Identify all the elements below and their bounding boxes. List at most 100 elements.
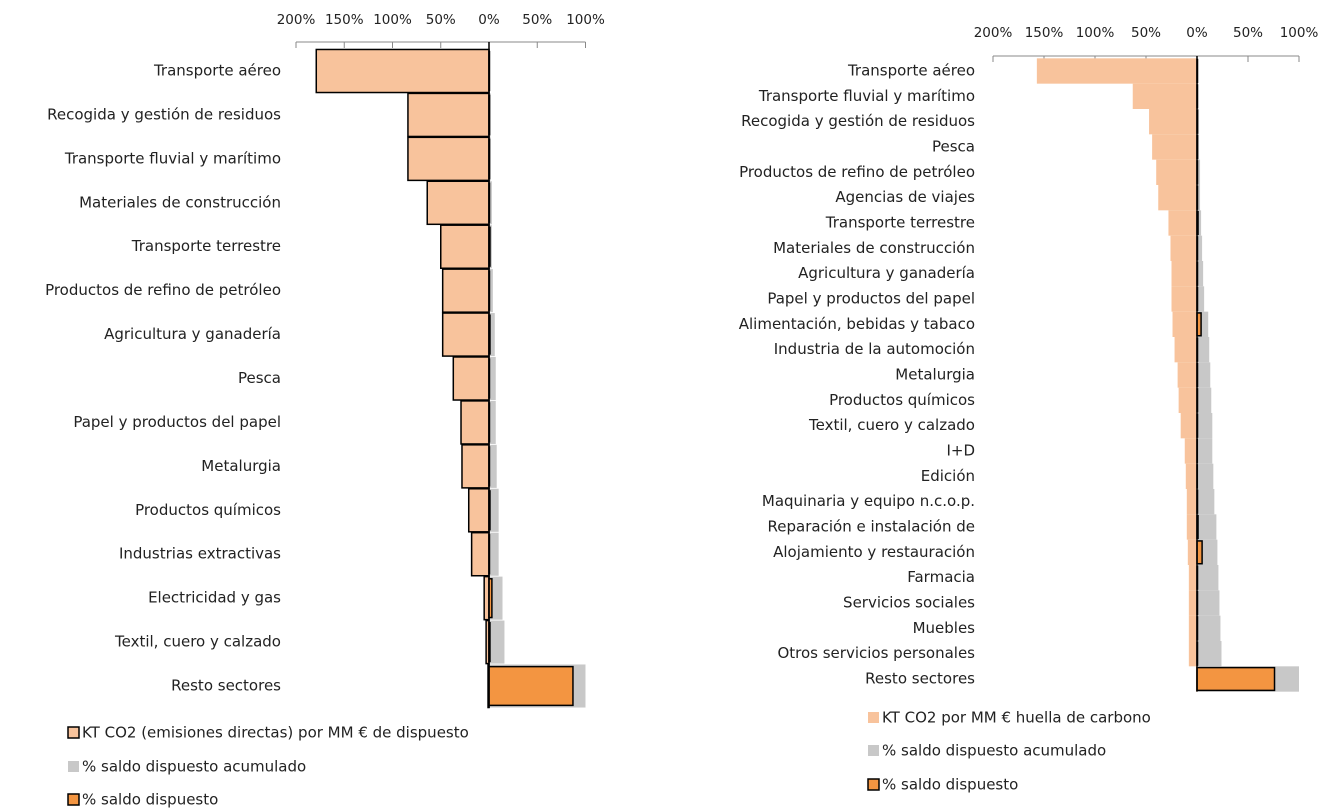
bar [1168, 210, 1197, 236]
bar [489, 532, 499, 576]
x-tick-label: 200% [974, 25, 1013, 41]
x-tick-label: 100% [373, 12, 412, 28]
bar [1171, 286, 1197, 312]
x-tick-label: 150% [1025, 25, 1064, 41]
legend-label: % saldo dispuesto acumulado [882, 742, 1106, 760]
category-label: Farmacia [907, 568, 975, 586]
category-label: Electricidad y gas [148, 589, 281, 607]
category-label: Edición [921, 467, 975, 485]
bar [1188, 590, 1197, 616]
x-tick-label: 100% [1076, 25, 1115, 41]
bar [470, 531, 490, 577]
bar [489, 400, 496, 444]
category-label: Textil, cuero y calzado [808, 416, 975, 434]
bar [1197, 286, 1205, 312]
category-label: Papel y productos del papel [767, 290, 975, 308]
bar [426, 180, 490, 226]
category-label: Pesca [238, 369, 281, 387]
category-label: Reparación e instalación de [768, 518, 975, 536]
bar [461, 444, 490, 489]
category-label: Pesca [932, 138, 975, 156]
bar [1174, 337, 1197, 363]
category-label: Productos químicos [829, 391, 975, 409]
category-label: Textil, cuero y calzado [114, 633, 281, 651]
category-label: Agricultura y ganadería [798, 264, 975, 282]
bar [1197, 565, 1219, 591]
bar [1186, 514, 1197, 540]
category-label: Materiales de construcción [773, 239, 975, 257]
bar [1172, 311, 1197, 337]
bar [1197, 641, 1222, 667]
bar [1156, 159, 1197, 185]
category-label: Transporte terrestre [131, 237, 281, 255]
bar [1188, 615, 1197, 641]
bar [441, 312, 490, 357]
category-label: Muebles [913, 619, 976, 637]
bar [489, 620, 505, 664]
bar [489, 488, 499, 532]
bar [1177, 362, 1197, 388]
category-label: Productos de refino de petróleo [739, 163, 975, 181]
category-label: Productos de refino de petróleo [45, 281, 281, 299]
category-label: Alimentación, bebidas y tabaco [739, 315, 975, 333]
x-tick-label: 100% [566, 12, 605, 28]
x-tick-label: 200% [277, 12, 316, 28]
x-tick-label: 0% [478, 12, 500, 28]
bar [1197, 261, 1204, 287]
x-tick-label: 50% [1131, 25, 1161, 41]
bar [1197, 615, 1221, 641]
legend-label: KT CO2 por MM € huella de carbono [882, 709, 1151, 727]
category-label: Transporte fluvial y marítimo [64, 149, 281, 167]
category-label: Papel y productos del papel [73, 413, 281, 431]
bar [1197, 311, 1209, 337]
bar [315, 48, 490, 94]
category-label: Agencias de viajes [835, 188, 975, 206]
bar [1196, 540, 1203, 565]
bar [452, 356, 490, 401]
legend-label: % saldo dispuesto [82, 791, 218, 809]
legend-swatch [868, 745, 879, 756]
category-label: Servicios sociales [843, 594, 975, 612]
bar [1197, 235, 1203, 261]
category-label: Recogida y gestión de residuos [47, 105, 281, 123]
bar [1170, 235, 1197, 261]
legend-swatch [67, 793, 80, 806]
bar [1185, 463, 1197, 489]
legend-swatch [867, 778, 880, 791]
bar [1197, 337, 1210, 363]
category-label: Materiales de construcción [79, 193, 281, 211]
bar [1152, 134, 1197, 160]
x-tick-label: 0% [1186, 25, 1208, 41]
bar [1180, 413, 1197, 439]
bar [1197, 590, 1220, 616]
bar [1197, 210, 1202, 236]
bar [440, 224, 490, 269]
bar [1036, 58, 1197, 84]
bar [1197, 514, 1217, 540]
bar [1188, 565, 1197, 591]
bar [460, 400, 490, 445]
category-label: Resto sectores [171, 677, 281, 695]
category-label: Transporte fluvial y marítimo [758, 87, 975, 105]
bar [489, 444, 497, 488]
bar [1178, 387, 1197, 413]
category-label: Maquinaria y equipo n.c.o.p. [762, 492, 975, 510]
x-tick-label: 150% [325, 12, 364, 28]
category-label: Transporte aéreo [153, 62, 281, 80]
category-label: Otros servicios personales [777, 644, 975, 662]
bar [1197, 413, 1213, 439]
legend-label: % saldo dispuesto [882, 776, 1018, 794]
bar [1187, 539, 1197, 565]
bar [441, 268, 490, 313]
bar [1197, 438, 1213, 464]
bar [489, 181, 492, 225]
legend-label: KT CO2 (emisiones directas) por MM € de … [82, 724, 469, 742]
category-label: I+D [946, 442, 975, 460]
category-label: Metalurgia [201, 457, 281, 475]
bar [1196, 666, 1276, 692]
x-tick-label: 100% [1280, 25, 1319, 41]
x-tick-label: 50% [1233, 25, 1263, 41]
category-label: Transporte aéreo [847, 62, 975, 80]
bar [1186, 489, 1197, 515]
legend-swatch [868, 712, 879, 723]
